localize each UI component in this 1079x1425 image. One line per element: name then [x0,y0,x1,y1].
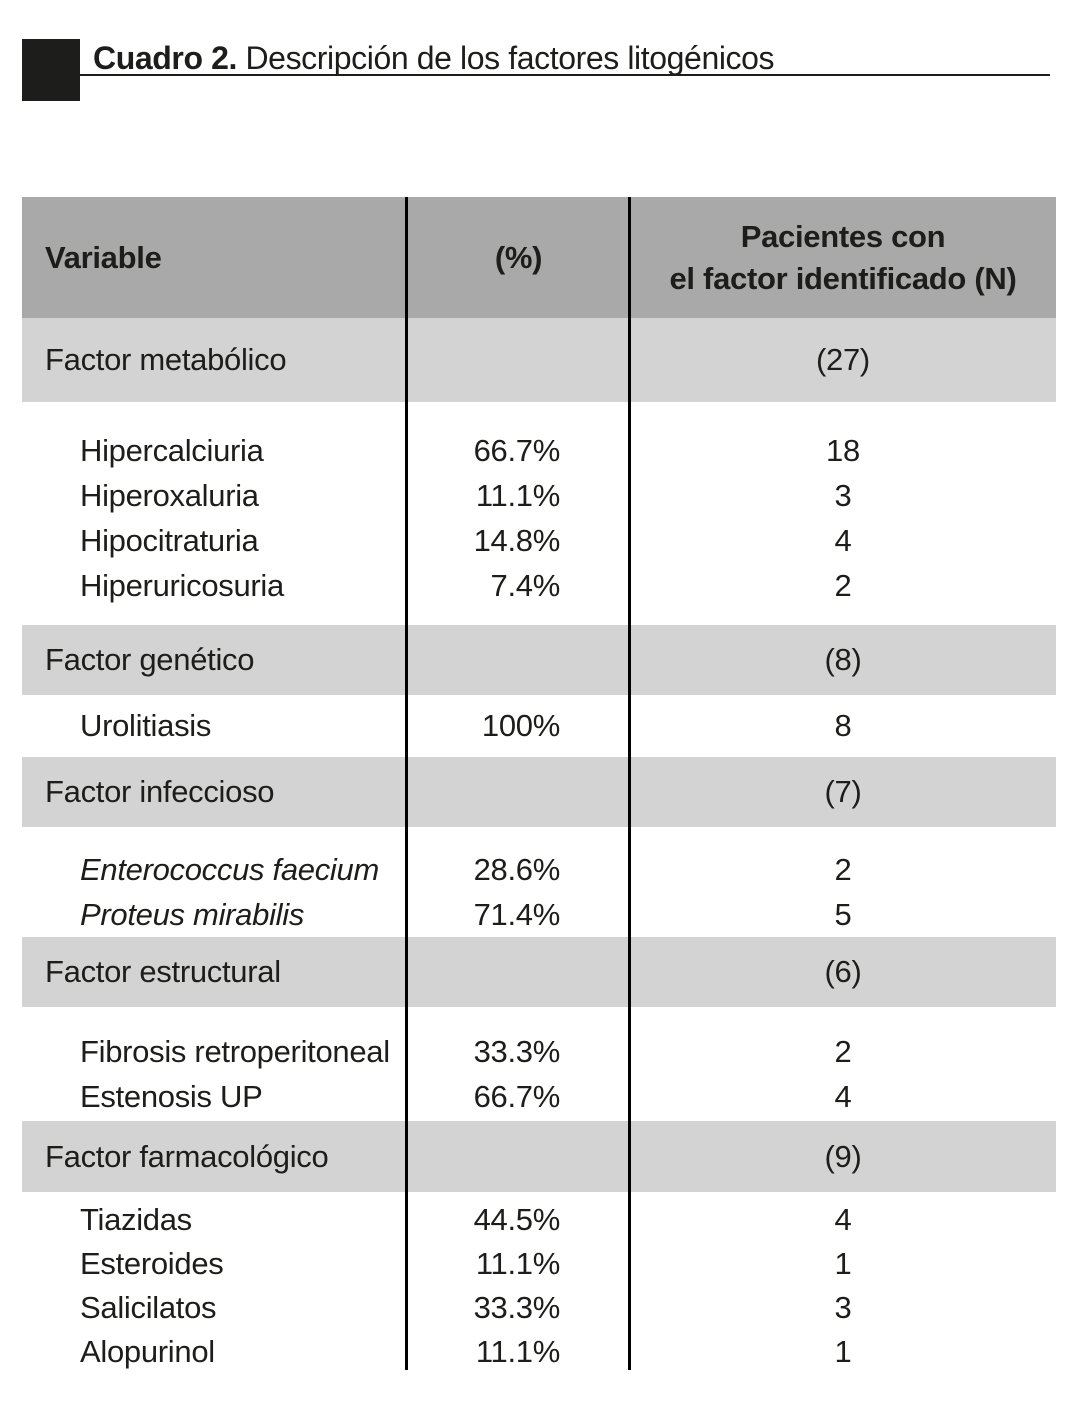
item-name: Salicilatos [80,1290,217,1325]
section-row: Factor infeccioso (7) [22,757,1056,827]
item-n: 3 [834,1290,852,1325]
item-name: Hipocitraturia [80,522,259,558]
section-percent-empty [407,318,630,402]
item-n: 8 [834,708,852,743]
item-n: 5 [834,896,852,932]
item-n: 18 [826,432,860,468]
item-row: Alopurinol 11.1% 1 [22,1330,1056,1374]
item-block: Hipercalciuria 66.7% 18 Hiperoxaluria 11.1% 3… [22,402,1056,625]
table-header-row: Variable (%) Pacientes con el factor ide… [22,197,1056,318]
item-block: Fibrosis retroperitoneal 33.3% 2 Estenosis … [22,1007,1056,1121]
section-row: Factor farmacológico (9) [22,1121,1056,1192]
section-name: Factor infeccioso [45,774,275,809]
section-percent-empty [407,937,630,1007]
item-n: 4 [834,1202,852,1237]
item-name: Tiazidas [80,1202,192,1237]
item-name: Urolitiasis [80,708,212,743]
item-row: Tiazidas 44.5% 4 [22,1198,1056,1242]
item-block: Tiazidas 44.5% 4 Esteroides 11.1% 1 Salicilato… [22,1192,1056,1374]
section-percent-empty [407,625,630,695]
item-name: Esteroides [80,1246,224,1281]
section-n: (7) [824,774,862,809]
item-n: 1 [834,1334,852,1369]
section-name: Factor farmacológico [45,1138,329,1174]
item-percent: 100% [481,708,560,743]
item-block: Enterococcus faecium 28.6% 2 Proteus mirabi… [22,827,1056,937]
item-n: 4 [834,522,852,558]
item-row: Proteus mirabilis 71.4% 5 [22,892,1056,937]
item-name: Estenosis UP [80,1078,263,1114]
header-variable: Variable [45,239,162,275]
item-percent: 71.4% [473,896,561,932]
section-n: (8) [824,642,862,677]
factors-table: Variable (%) Pacientes con el factor ide… [22,197,1056,1374]
item-percent: 11.1% [475,1334,560,1369]
section-marker-square [22,39,80,101]
item-row: Hiperoxaluria 11.1% 3 [22,473,1056,518]
item-n: 3 [834,477,852,513]
section-n: (9) [824,1138,862,1174]
section-n: (27) [816,342,870,377]
item-percent: 11.1% [475,477,560,513]
section-row: Factor genético (8) [22,625,1056,695]
item-row: Enterococcus faecium 28.6% 2 [22,847,1056,892]
item-row: Hipocitraturia 14.8% 4 [22,518,1056,563]
item-n: 1 [834,1246,852,1281]
item-name: Enterococcus faecium [80,851,379,887]
section-row: Factor metabólico (27) [22,318,1056,402]
item-percent: 66.7% [473,1078,561,1114]
item-row: Esteroides 11.1% 1 [22,1242,1056,1286]
item-n: 4 [834,1078,852,1114]
item-n: 2 [834,567,852,603]
item-n: 2 [834,1033,852,1069]
item-percent: 33.3% [473,1290,561,1325]
item-percent: 66.7% [473,432,561,468]
item-name: Hiperoxaluria [80,477,259,513]
item-percent: 11.1% [475,1246,560,1281]
section-name: Factor metabólico [45,342,287,377]
item-row: Hiperuricosuria 7.4% 2 [22,563,1056,608]
item-name: Hiperuricosuria [80,567,284,603]
item-n: 2 [834,851,852,887]
section-n: (6) [824,954,862,989]
title-rule [80,74,1050,76]
header-patients-line2: el factor identificado (N) [669,260,1017,296]
item-name: Alopurinol [80,1334,215,1369]
item-row: Fibrosis retroperitoneal 33.3% 2 [22,1029,1056,1074]
item-name: Hipercalciuria [80,432,264,468]
section-row: Factor estructural (6) [22,937,1056,1007]
item-block: Urolitiasis 100% 8 [22,695,1056,757]
item-percent: 7.4% [490,567,561,603]
item-row: Hipercalciuria 66.7% 18 [22,428,1056,473]
section-name: Factor estructural [45,954,281,989]
vertical-divider-1 [405,197,408,1370]
table-title-label: Cuadro 2. [93,40,237,76]
item-name: Fibrosis retroperitoneal [80,1033,390,1069]
item-percent: 14.8% [473,522,561,558]
vertical-divider-2 [628,197,631,1370]
table-body: Factor metabólico (27) Hipercalciuria 66.7%… [22,318,1056,1374]
item-row: Urolitiasis 100% 8 [22,695,1056,757]
item-name: Proteus mirabilis [80,896,305,932]
item-percent: 33.3% [473,1033,561,1069]
header-percent: (%) [494,239,543,275]
item-percent: 44.5% [473,1202,561,1237]
item-row: Salicilatos 33.3% 3 [22,1286,1056,1330]
header-patients-line1: Pacientes con [740,218,946,254]
table-title-text: Descripción de los factores litogénicos [236,40,775,76]
table-title: Cuadro 2. Descripción de los factores li… [93,40,775,77]
item-row: Estenosis UP 66.7% 4 [22,1074,1056,1119]
section-percent-empty [407,757,630,827]
item-percent: 28.6% [473,851,561,887]
section-percent-empty [407,1121,630,1192]
section-name: Factor genético [45,642,255,677]
header-patients: Pacientes con el factor identificado (N) [630,197,1056,318]
